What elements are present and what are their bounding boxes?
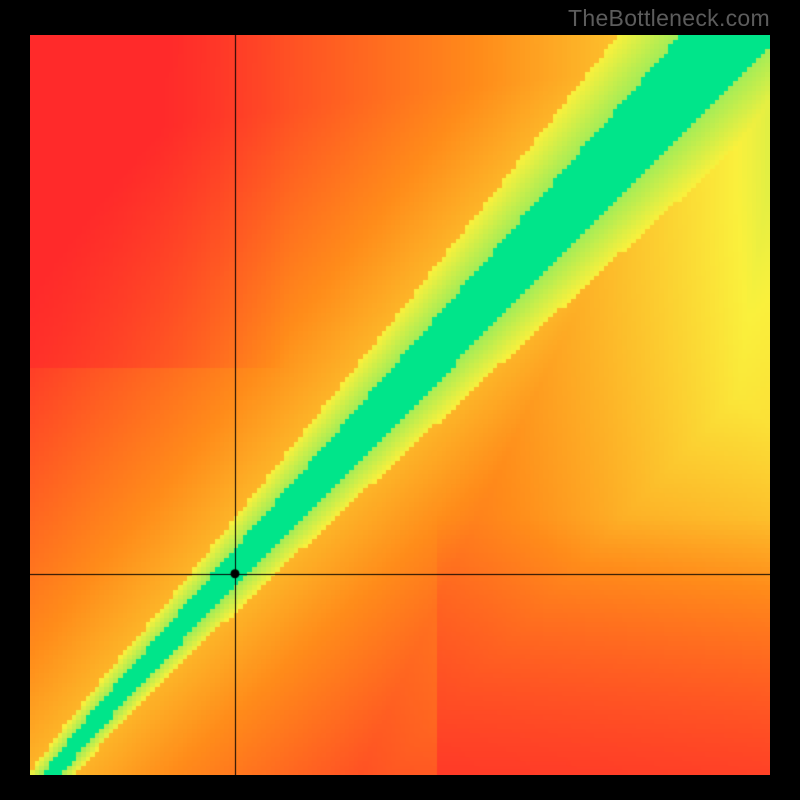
watermark-text: TheBottleneck.com (568, 5, 770, 32)
chart-container: TheBottleneck.com (0, 0, 800, 800)
crosshair-overlay (30, 35, 770, 775)
